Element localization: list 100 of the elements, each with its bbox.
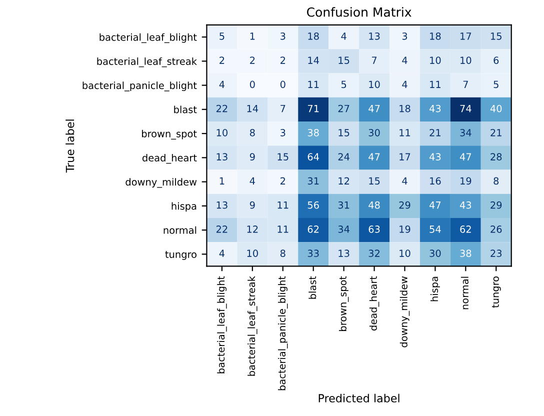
data-label: 47 [368, 105, 380, 112]
y-axis-title: True label [66, 120, 74, 173]
data-label: 24 [338, 153, 350, 160]
data-label: 19 [400, 226, 410, 233]
y-tick-label: bacterial_panicle_blight [82, 82, 197, 92]
data-label: 2 [220, 56, 224, 64]
data-label: 21 [490, 129, 502, 136]
data-label: 2 [280, 56, 285, 64]
data-label: 7 [463, 80, 468, 88]
chart-title: Confusion Matrix [306, 7, 412, 17]
data-label: 30 [430, 250, 441, 257]
data-label: 56 [308, 201, 319, 209]
data-label: 10 [400, 250, 410, 257]
data-label: 11 [308, 80, 319, 88]
data-label: 33 [308, 250, 319, 257]
data-label: 4 [402, 56, 408, 64]
data-label: 9 [250, 201, 255, 209]
data-label: 43 [429, 153, 441, 160]
data-label: 12 [338, 177, 350, 184]
data-label: 27 [338, 104, 350, 112]
data-label: 0 [250, 80, 255, 88]
x-tick-label: tungro [492, 276, 501, 308]
data-label: 0 [280, 80, 286, 88]
data-label: 13 [216, 153, 228, 160]
y-tick-label: brown_spot [142, 130, 197, 140]
data-label: 34 [460, 129, 472, 136]
data-label: 2 [250, 56, 255, 64]
data-label: 13 [216, 201, 228, 209]
y-tick-label: tungro [165, 251, 196, 260]
data-label: 18 [308, 32, 319, 40]
data-label: 13 [369, 32, 380, 40]
data-label: 4 [219, 80, 224, 88]
data-label: 48 [368, 201, 380, 209]
x-tick-label: bacterial_panicle_blight [278, 276, 288, 390]
data-label: 22 [216, 226, 228, 233]
data-label: 14 [247, 105, 258, 112]
y-tick-label: normal [164, 226, 196, 234]
data-label: 54 [430, 226, 441, 233]
data-label: 1 [250, 32, 255, 40]
data-label: 12 [247, 226, 258, 233]
data-label: 4 [250, 177, 255, 184]
data-label: 5 [341, 80, 346, 88]
data-label: 21 [430, 129, 440, 136]
data-label: 31 [338, 201, 350, 209]
data-label: 29 [399, 201, 410, 209]
data-label: 10 [430, 56, 441, 64]
data-label: 9 [250, 153, 255, 160]
data-label: 3 [280, 129, 286, 136]
data-label: 62 [460, 226, 471, 233]
data-label: 10 [460, 56, 472, 64]
x-tick-label: blast [308, 276, 316, 299]
data-label: 47 [368, 153, 380, 160]
y-tick-label: blast [174, 106, 197, 114]
data-label: 18 [430, 32, 441, 40]
x-tick-label: normal [460, 276, 468, 310]
data-label: 4 [341, 32, 346, 40]
y-tick-label: dead_heart [142, 154, 197, 164]
data-label: 38 [460, 250, 472, 257]
data-label: 47 [429, 202, 441, 209]
data-label: 8 [494, 177, 499, 185]
data-label: 64 [308, 153, 319, 160]
y-tick-label: bacterial_leaf_streak [97, 57, 197, 68]
data-label: 11 [430, 80, 440, 88]
data-label: 23 [490, 250, 502, 257]
data-label: 16 [430, 177, 441, 185]
data-label: 11 [400, 129, 410, 136]
data-label: 15 [369, 177, 380, 185]
data-label: 32 [368, 250, 380, 257]
data-label: 63 [368, 226, 380, 233]
data-label: 3 [402, 32, 408, 40]
data-label: 19 [460, 177, 472, 185]
data-label: 28 [490, 153, 502, 160]
data-label: 22 [216, 104, 228, 112]
data-label: 15 [338, 129, 350, 136]
data-label: 10 [216, 129, 228, 136]
data-label: 7 [372, 56, 377, 64]
data-label: 26 [490, 226, 502, 233]
data-label: 14 [308, 56, 319, 64]
x-tick-label: brown_spot [338, 276, 349, 331]
data-label: 8 [250, 129, 255, 136]
data-label: 15 [278, 153, 288, 160]
data-label: 4 [402, 177, 408, 184]
data-label: 15 [491, 32, 502, 40]
data-label: 71 [308, 105, 319, 112]
x-axis-title: Predicted label [318, 394, 400, 402]
data-label: 18 [400, 104, 410, 112]
data-label: 40 [490, 104, 502, 112]
data-label: 13 [338, 250, 350, 257]
y-tick-label: bacterial_leaf_blight [100, 33, 197, 44]
data-label: 47 [460, 153, 472, 160]
data-label: 17 [400, 153, 410, 160]
data-label: 43 [460, 201, 472, 209]
data-label: 3 [280, 32, 286, 40]
data-label: 10 [369, 80, 380, 88]
x-tick-label: bacterial_leaf_streak [248, 276, 258, 376]
data-label: 2 [280, 177, 285, 184]
data-label: 10 [247, 250, 258, 257]
data-label: 5 [494, 80, 498, 88]
data-label: 7 [280, 105, 286, 112]
data-label: 6 [494, 56, 499, 64]
